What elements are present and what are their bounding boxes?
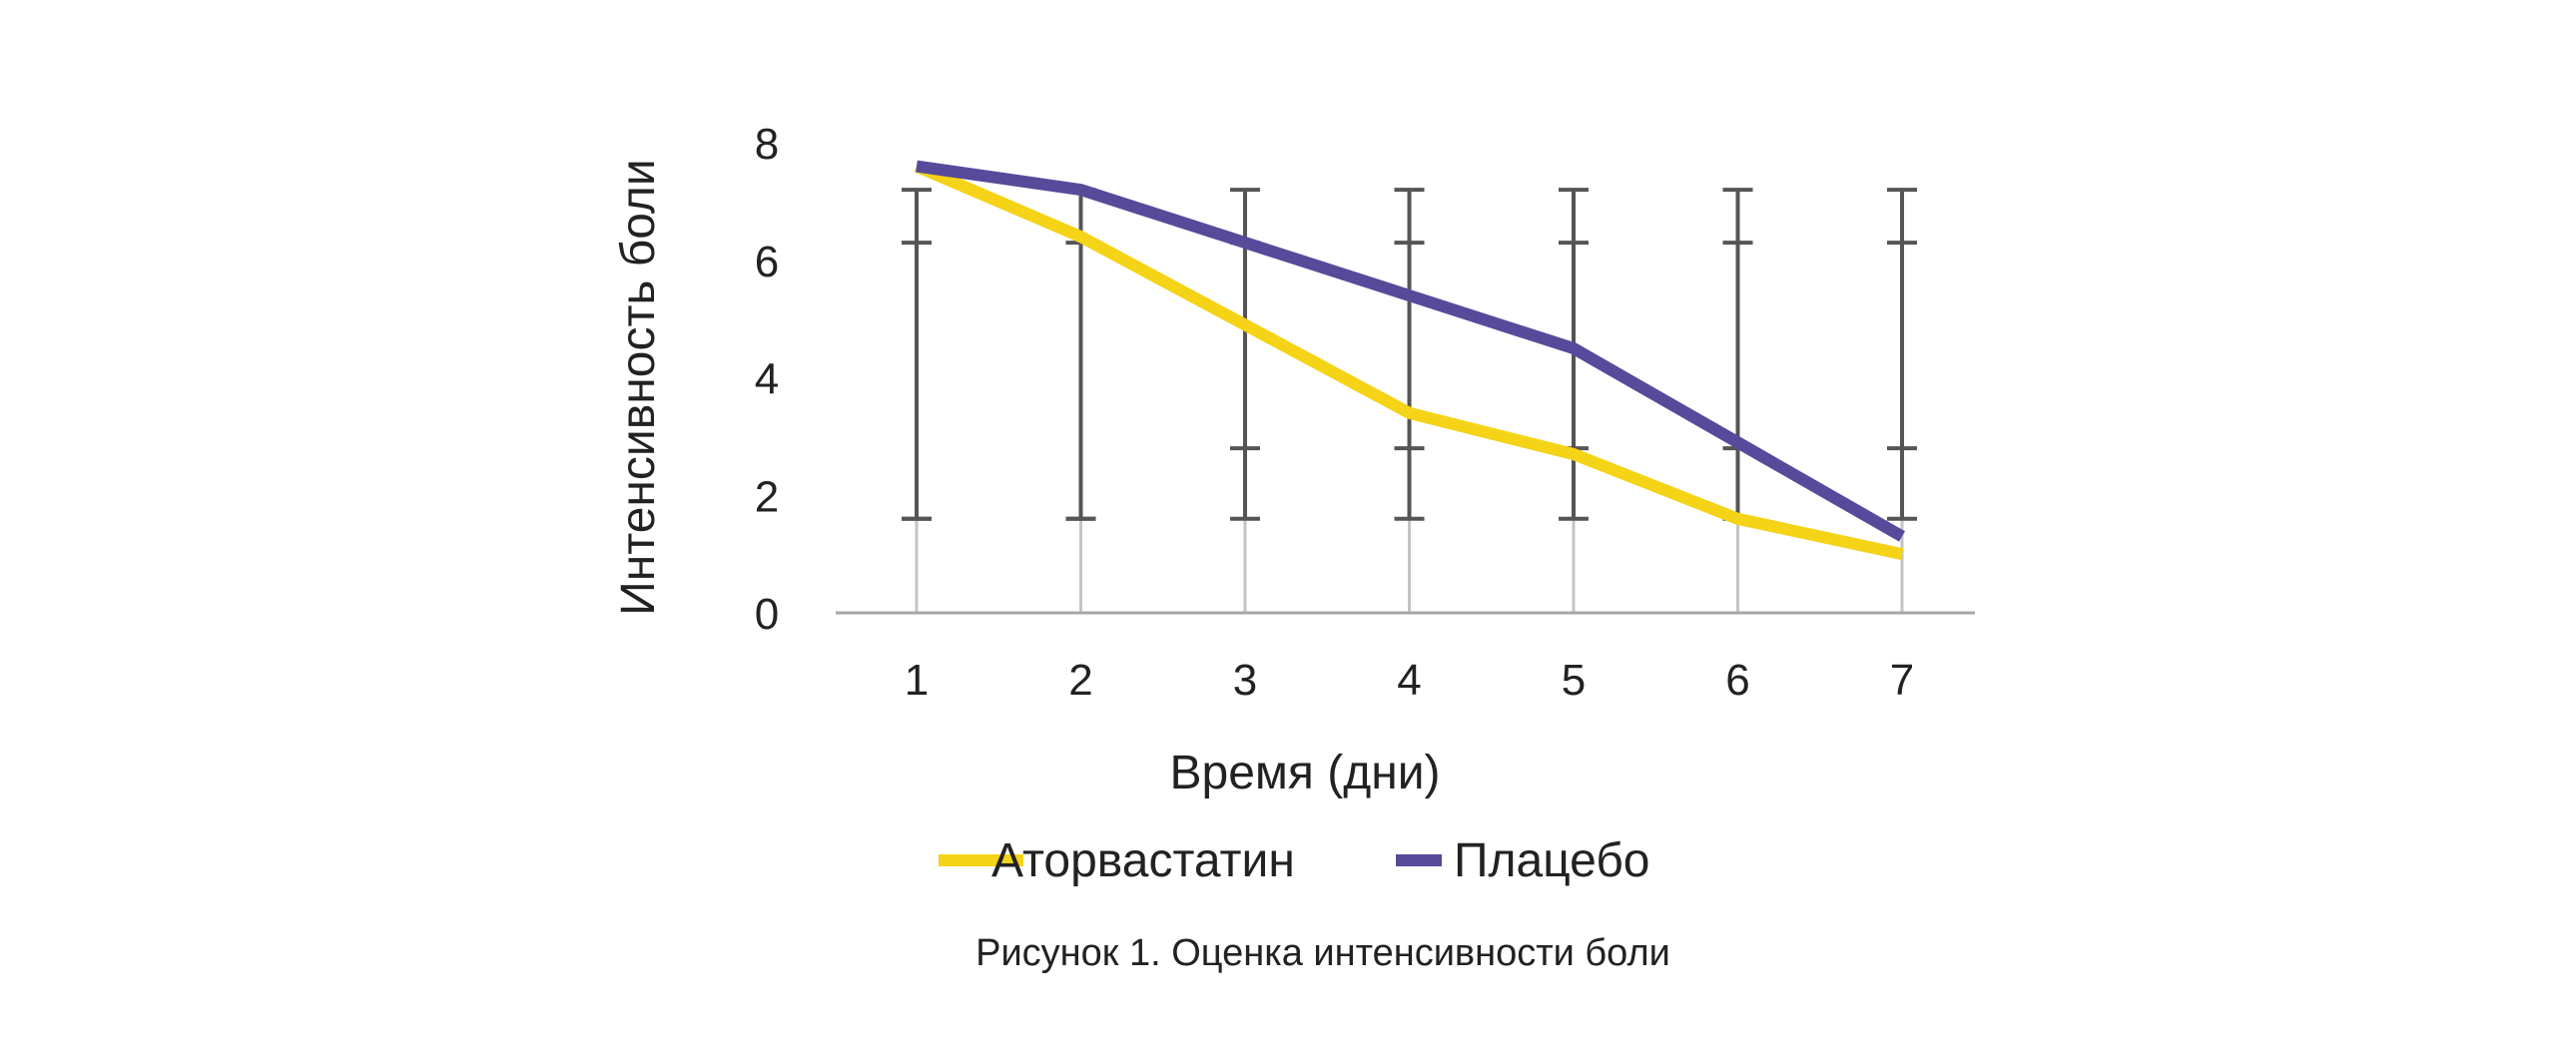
y-axis-ticks: 0 2 4 6 8 [755, 120, 779, 639]
atorvastatin-line [914, 161, 1904, 560]
x-tick-label: 6 [1725, 656, 1749, 705]
x-tick-label: 1 [905, 656, 929, 705]
y-tick-label: 2 [755, 472, 779, 521]
legend-label-placebo: Плацебо [1454, 834, 1650, 887]
x-axis-ticks: 1 2 3 4 5 6 7 [905, 656, 1914, 705]
legend-label-atorvastatin: Аторвастатин [991, 834, 1295, 887]
x-tick-label: 2 [1068, 656, 1092, 705]
series-lines [914, 160, 1905, 560]
drop-lines [915, 518, 1904, 613]
error-bars [902, 188, 1917, 521]
x-tick-label: 4 [1397, 656, 1421, 705]
x-tick-label: 3 [1233, 656, 1257, 705]
legend: Аторвастатин Плацебо [939, 834, 1650, 887]
y-tick-label: 0 [755, 590, 779, 639]
placebo-line [916, 160, 1905, 542]
y-tick-label: 4 [755, 355, 779, 404]
x-axis-title: Время (дни) [1169, 747, 1440, 799]
x-tick-label: 5 [1562, 656, 1586, 705]
x-tick-label: 7 [1890, 656, 1914, 705]
y-axis-title: Интенсивность боли [612, 159, 665, 615]
y-tick-label: 8 [755, 120, 779, 169]
figure-caption: Рисунок 1. Оценка интенсивности боли [975, 932, 1670, 974]
y-tick-label: 6 [755, 238, 779, 286]
